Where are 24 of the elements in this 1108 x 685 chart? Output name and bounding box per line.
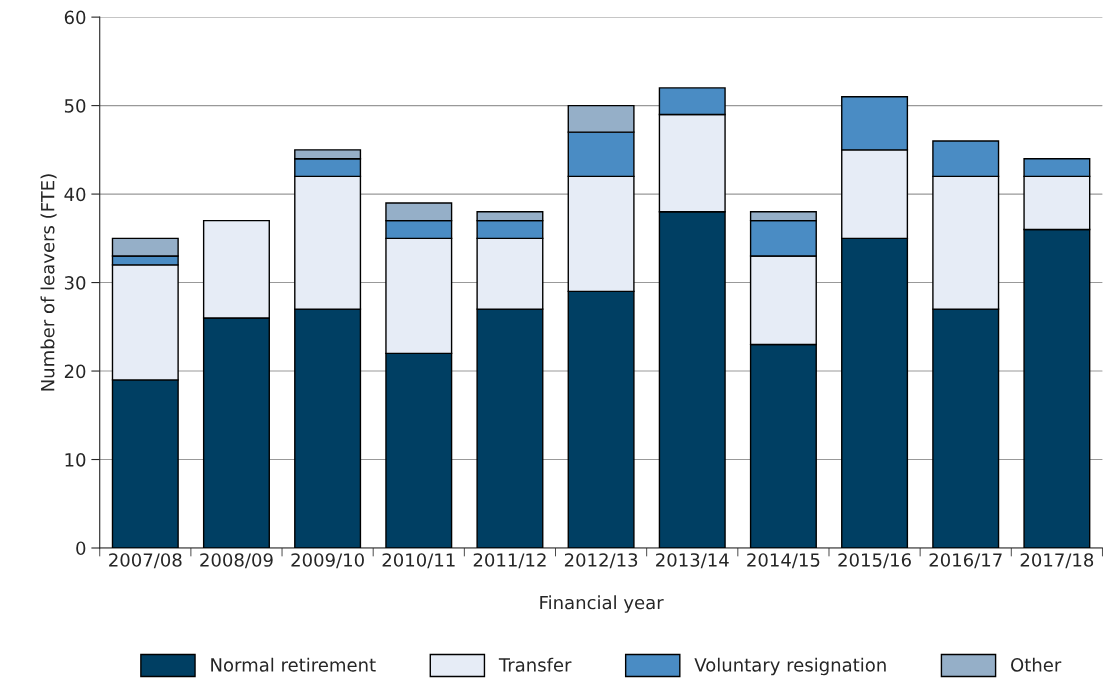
x-tick-label: 2009/10 (291, 553, 364, 569)
x-tick-label: 2011/12 (473, 553, 546, 569)
y-tick-label: 60 (64, 10, 86, 25)
y-tick-label: 10 (65, 452, 86, 467)
x-tick-label: 2015/16 (838, 553, 911, 569)
y-tick-label: 30 (64, 276, 86, 290)
x-tick-label: 2017/18 (1020, 553, 1094, 569)
x-tick-label: 2013/14 (656, 553, 729, 569)
x-tick-label: 2008/09 (200, 553, 273, 569)
x-tick-label: 2012/13 (564, 553, 638, 569)
y-axis-title: Number of leavers (FTE) (40, 174, 57, 391)
x-tick-label: 2014/15 (747, 553, 820, 569)
legend-label: Transfer (498, 657, 572, 672)
legend-label: Normal retirement (211, 657, 376, 672)
y-tick-label: 0 (76, 541, 86, 556)
legend-label: Other (1011, 657, 1062, 672)
x-axis-title: Financial year (540, 595, 664, 613)
y-tick-label: 40 (64, 187, 86, 202)
x-tick-label: 2007/08 (109, 553, 182, 569)
x-tick-label: 2010/11 (382, 553, 455, 569)
y-tick-label: 20 (64, 364, 86, 379)
y-tick-label: 50 (64, 99, 86, 113)
x-tick-label: 2016/17 (929, 553, 1002, 569)
legend-label: Voluntary resignation (694, 657, 886, 676)
